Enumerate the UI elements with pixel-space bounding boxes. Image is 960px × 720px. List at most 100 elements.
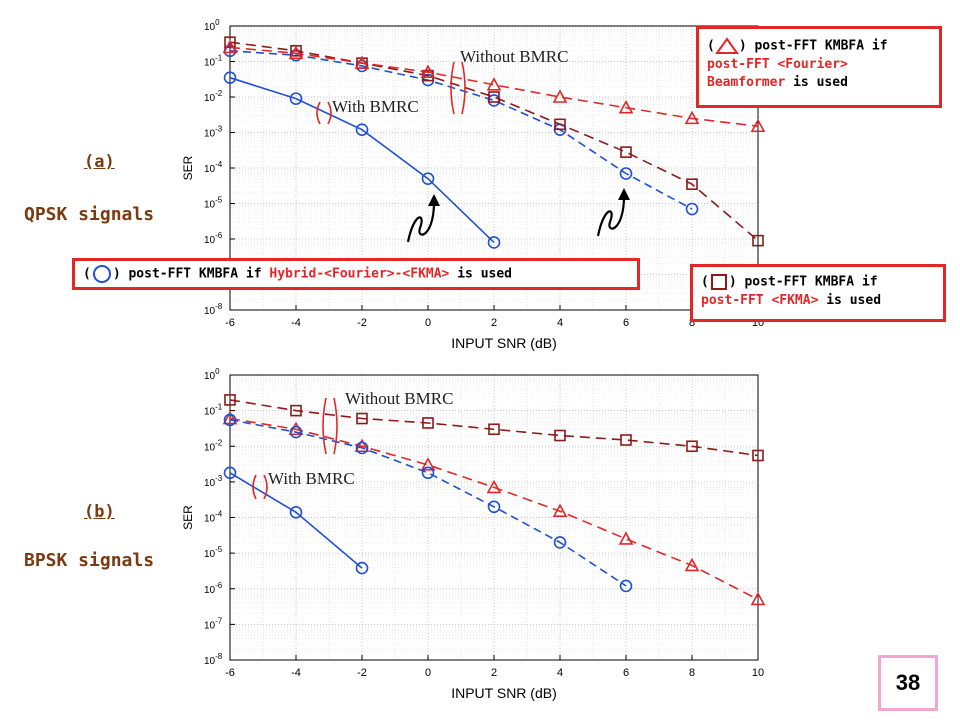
legend-circle-post: is used	[449, 266, 513, 282]
x-tick-label: 0	[425, 317, 431, 329]
data-point-square	[752, 449, 764, 462]
y-tick-label: 10-8	[204, 652, 223, 667]
data-point-circle	[553, 536, 567, 549]
data-point-square	[686, 178, 698, 190]
data-point-square	[290, 404, 302, 417]
x-axis-label: INPUT SNR (dB)	[451, 335, 557, 351]
square-marker-icon	[710, 274, 727, 290]
data-point-circle	[289, 505, 303, 519]
legend-paren: (	[707, 38, 715, 54]
x-tick-label: -4	[291, 667, 301, 679]
y-tick-label: 10-5	[204, 545, 223, 560]
data-point-circle	[355, 561, 369, 575]
paren-mark	[450, 61, 455, 115]
series-line-circle-solid-blue	[229, 76, 495, 243]
y-tick-label: 10-6	[204, 231, 223, 246]
data-point-circle	[355, 123, 369, 136]
page-number: 38	[878, 655, 938, 711]
data-point-square	[488, 91, 500, 103]
data-point-square	[752, 234, 764, 247]
data-point-triangle	[618, 531, 634, 545]
legend-circle: () post-FFT KMBFA if Hybrid-<Fourier>-<F…	[72, 258, 640, 290]
y-tick-label: 100	[204, 367, 220, 382]
annotation-text: With BMRC	[332, 97, 419, 116]
legend-paren: (	[701, 274, 709, 290]
x-tick-label: 4	[557, 317, 563, 329]
triangle-marker-icon	[714, 37, 739, 54]
data-point-square	[620, 146, 632, 158]
decorative-marks	[252, 61, 630, 500]
series-line-circle-dashed-blue	[229, 419, 627, 587]
data-point-circle	[355, 441, 369, 455]
y-tick-label: 10-1	[204, 54, 223, 69]
legend-circle-highlight: Hybrid-<Fourier>-<FKMA>	[269, 266, 450, 282]
legend-triangle-line2: post-FFT <Fourier>	[707, 56, 848, 72]
data-point-square	[356, 412, 368, 425]
legend-triangle: () post-FFT KMBFA if post-FFT <Fourier> …	[696, 26, 942, 108]
panel-a-subtitle: QPSK signals	[24, 204, 155, 225]
panel-b-label: (b)	[84, 502, 115, 522]
data-point-circle	[289, 425, 303, 439]
data-point-triangle	[750, 118, 766, 133]
data-point-circle	[685, 202, 699, 216]
annotation-text: Without BMRC	[460, 47, 568, 66]
paren-mark	[252, 474, 257, 500]
data-point-triangle	[486, 77, 502, 91]
data-point-square	[686, 440, 698, 453]
y-tick-label: 10-4	[204, 510, 223, 525]
legend-triangle-line3: Beamformer	[707, 74, 786, 90]
data-point-triangle	[420, 457, 436, 471]
x-tick-label: 10	[752, 667, 764, 679]
data-point-triangle	[750, 591, 766, 606]
data-point-triangle	[222, 39, 238, 54]
data-point-triangle	[552, 503, 568, 518]
legend-paren: (	[83, 266, 91, 282]
x-tick-label: 6	[623, 667, 629, 679]
x-tick-label: -6	[225, 317, 235, 329]
x-tick-label: 0	[425, 667, 431, 679]
y-tick-label: 10-8	[204, 302, 223, 317]
paren-mark	[316, 101, 321, 125]
data-point-square	[554, 118, 566, 131]
y-tick-label: 10-5	[204, 196, 223, 211]
x-tick-label: -6	[225, 667, 235, 679]
series-line-circle-solid-blue	[229, 472, 363, 569]
data-point-triangle	[222, 410, 238, 425]
arrow-icon-head	[618, 188, 630, 200]
data-point-triangle	[684, 557, 700, 572]
x-tick-label: 8	[689, 317, 695, 329]
x-tick-label: 4	[557, 667, 563, 679]
x-tick-label: -2	[357, 317, 367, 329]
data-point-triangle	[684, 110, 700, 125]
legend-triangle-tail: is used	[785, 74, 848, 90]
y-tick-label: 10-2	[204, 438, 223, 453]
data-point-triangle	[486, 479, 502, 494]
data-point-circle	[421, 172, 435, 185]
chart-panel-a: -6-4-2024681010-810-710-610-510-410-310-…	[181, 18, 766, 351]
x-tick-label: 8	[689, 667, 695, 679]
series-line-triangle-dashed-red	[229, 46, 759, 127]
y-tick-label: 10-6	[204, 581, 223, 596]
series-line-square-dashed-darkred	[229, 399, 759, 457]
panel-b-subtitle: BPSK signals	[24, 550, 155, 571]
data-point-circle	[223, 71, 237, 84]
data-point-triangle	[420, 64, 436, 78]
data-point-square	[224, 394, 236, 406]
legend-square-line1: ) post-FFT KMBFA if	[728, 274, 878, 290]
arrow-icon	[406, 201, 436, 243]
y-tick-label: 10-7	[204, 616, 223, 631]
data-point-circle	[223, 466, 237, 480]
arrow-icon	[596, 195, 626, 237]
y-tick-label: 10-1	[204, 403, 223, 418]
data-point-square	[554, 429, 566, 442]
paren-mark	[322, 397, 327, 455]
paren-mark	[263, 474, 268, 500]
x-tick-label: 6	[623, 317, 629, 329]
y-tick-label: 10-3	[204, 474, 223, 489]
data-point-triangle	[354, 55, 370, 69]
y-tick-label: 10-4	[204, 160, 223, 175]
data-point-circle	[421, 466, 435, 480]
x-tick-label: 2	[491, 667, 497, 679]
y-axis-label: SER	[181, 155, 195, 180]
